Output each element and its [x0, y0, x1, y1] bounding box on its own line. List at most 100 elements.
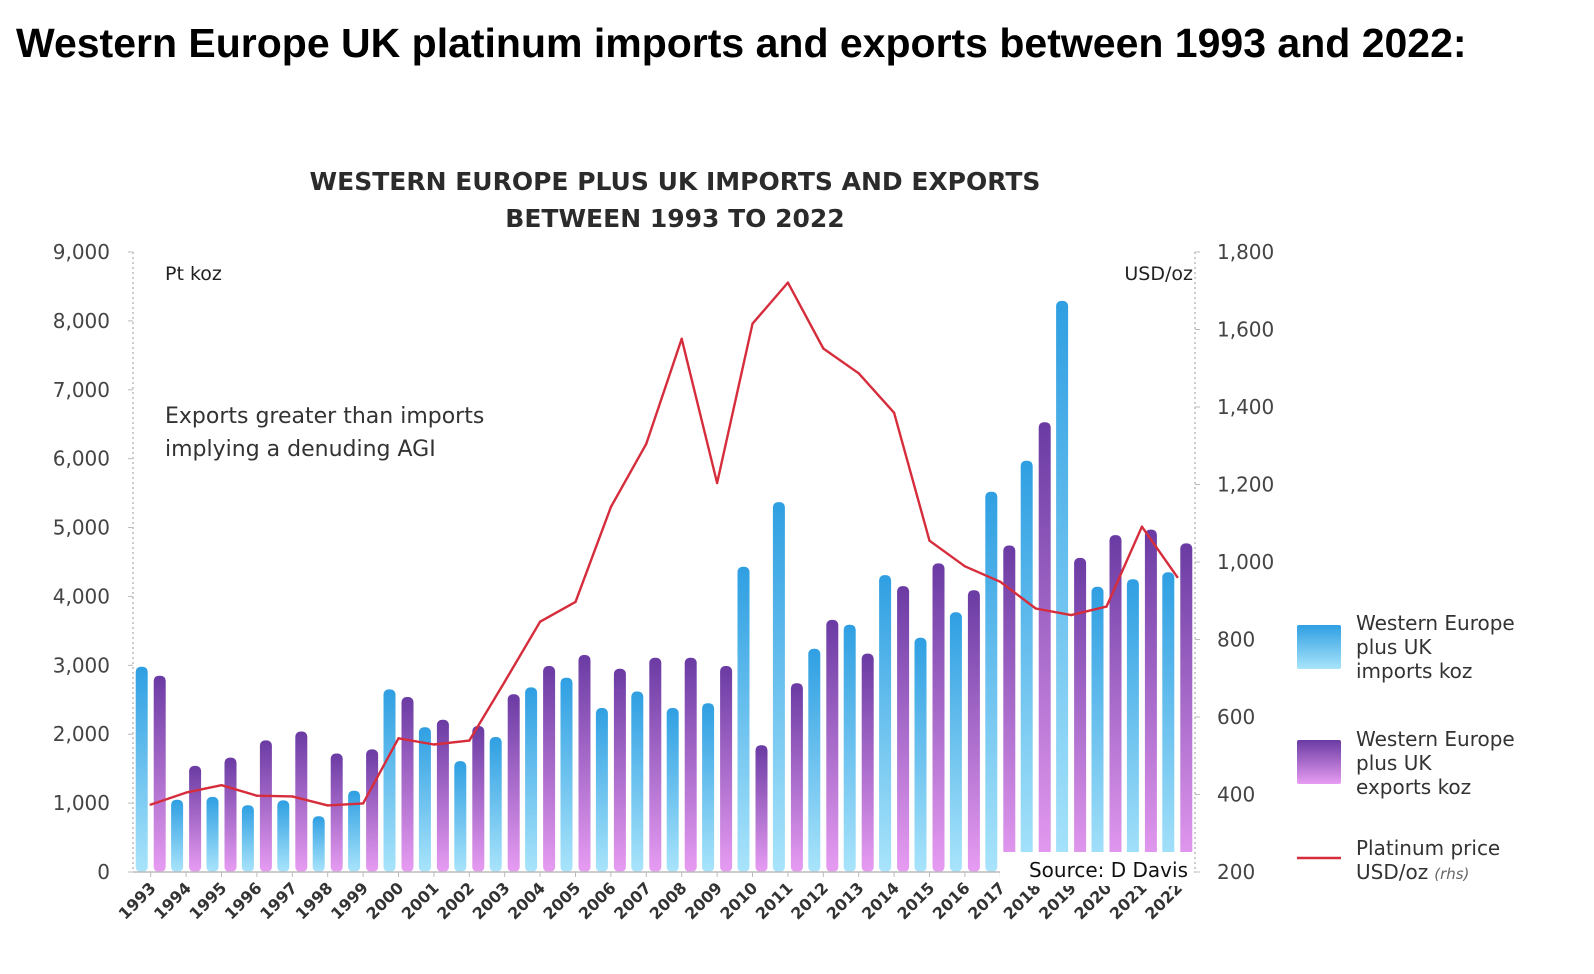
export-bar-2019 [1074, 557, 1087, 872]
export-bar-2000 [401, 697, 414, 872]
price-point-2010 [751, 322, 754, 325]
price-point-2022 [1176, 575, 1179, 579]
right-tick-label: 1,200 [1217, 473, 1274, 497]
x-tick-label: 2001 [398, 878, 443, 923]
annotation-line2: implying a denuding AGI [165, 437, 436, 462]
price-point-1993 [149, 803, 152, 806]
price-point-2007 [645, 442, 648, 445]
right-tick-label: 1,800 [1217, 240, 1274, 264]
left-tick-label: 1,000 [53, 791, 110, 815]
source-box [1000, 852, 1194, 886]
import-bar-2000 [383, 689, 396, 872]
x-tick-label: 2014 [858, 878, 903, 923]
price-point-2008 [680, 337, 683, 340]
legend-imports-label: Western Europe [1356, 611, 1515, 635]
export-bar-2015 [932, 563, 945, 872]
import-bar-2021 [1126, 579, 1139, 872]
price-point-2003 [503, 680, 506, 683]
import-bar-2005 [560, 677, 573, 872]
price-point-2017 [999, 580, 1002, 583]
legend-exports-swatch [1297, 740, 1341, 784]
right-tick-label: 200 [1217, 860, 1255, 884]
import-bar-1993 [135, 666, 148, 872]
x-tick-label: 1997 [256, 878, 301, 923]
export-bar-2020 [1109, 535, 1122, 872]
export-bar-1995 [224, 757, 237, 872]
x-tick-label: 2012 [787, 878, 832, 923]
x-tick-label: 1999 [327, 878, 372, 923]
x-tick-label: 2000 [362, 878, 407, 923]
export-bar-2016 [967, 590, 980, 872]
import-bar-2006 [595, 708, 608, 872]
import-bar-2002 [454, 761, 467, 872]
import-bar-1995 [206, 796, 219, 872]
right-tick-label: 800 [1217, 628, 1255, 652]
price-point-2018 [1034, 607, 1037, 610]
x-tick-label: 2016 [929, 878, 974, 923]
export-bar-1994 [189, 765, 202, 872]
legend-exports-label: plus UK [1356, 751, 1432, 775]
legend-imports-swatch [1297, 625, 1341, 669]
export-bar-1996 [259, 740, 272, 872]
x-tick-label: 2010 [716, 878, 761, 923]
x-tick-label: 2008 [646, 878, 691, 923]
import-bar-2019 [1056, 300, 1069, 872]
export-bar-1999 [366, 749, 379, 872]
left-tick-label: 9,000 [53, 240, 110, 264]
price-point-2012 [822, 347, 825, 350]
export-bar-2005 [578, 655, 591, 872]
import-bar-2003 [489, 737, 502, 872]
price-point-2009 [715, 481, 719, 485]
price-point-2013 [857, 372, 860, 375]
annotation-line1: Exports greater than imports [165, 404, 484, 429]
price-point-1995 [220, 784, 223, 787]
platinum-price-line [150, 281, 1179, 807]
price-point-2016 [963, 565, 967, 568]
page-heading: Western Europe UK platinum imports and e… [16, 20, 1467, 66]
export-bar-2022 [1180, 543, 1193, 872]
left-tick-label: 6,000 [53, 447, 110, 471]
x-tick-label: 2003 [469, 878, 514, 923]
x-tick-label: 2013 [823, 878, 868, 923]
source-label: Source: D Davis [1029, 858, 1188, 882]
x-tick-label: 2005 [539, 878, 584, 923]
left-tick-label: 0 [97, 860, 110, 884]
right-tick-label: 1,000 [1217, 550, 1274, 574]
price-point-1996 [255, 794, 259, 797]
price-line-group [149, 281, 1179, 807]
price-point-2005 [574, 600, 577, 604]
import-bar-2016 [949, 612, 962, 872]
import-bar-1996 [241, 805, 254, 872]
export-bar-2011 [790, 683, 803, 872]
chart-title-line1: WESTERN EUROPE PLUS UK IMPORTS AND EXPOR… [310, 167, 1041, 196]
legend-imports-label: plus UK [1356, 635, 1432, 659]
import-bar-2010 [737, 566, 750, 872]
price-point-2019 [1069, 613, 1073, 617]
bars-group [135, 300, 1193, 872]
export-bar-2008 [684, 657, 697, 872]
left-tick-label: 3,000 [53, 653, 110, 677]
import-bar-2022 [1162, 572, 1175, 872]
export-bar-2021 [1144, 529, 1157, 872]
import-bar-2007 [631, 691, 644, 872]
x-tick-label: 2011 [752, 878, 797, 923]
price-point-2004 [538, 620, 542, 623]
right-tick-label: 1,600 [1217, 318, 1274, 342]
export-bar-2017 [1003, 545, 1016, 872]
import-bar-1997 [277, 800, 290, 872]
price-point-1994 [184, 791, 188, 794]
right-tick-label: 400 [1217, 783, 1255, 807]
export-bar-2006 [613, 668, 626, 872]
price-point-1999 [361, 802, 365, 805]
import-bar-2015 [914, 637, 927, 872]
left-tick-label: 2,000 [53, 722, 110, 746]
price-point-1997 [291, 795, 294, 798]
price-point-2014 [892, 411, 896, 414]
export-bar-1993 [153, 675, 166, 872]
export-bar-2001 [436, 719, 449, 872]
legend-price-label: USD/oz (rhs) [1356, 860, 1469, 884]
price-point-2020 [1105, 605, 1108, 608]
legend-imports-label: imports koz [1356, 659, 1472, 683]
left-tick-label: 7,000 [53, 378, 110, 402]
